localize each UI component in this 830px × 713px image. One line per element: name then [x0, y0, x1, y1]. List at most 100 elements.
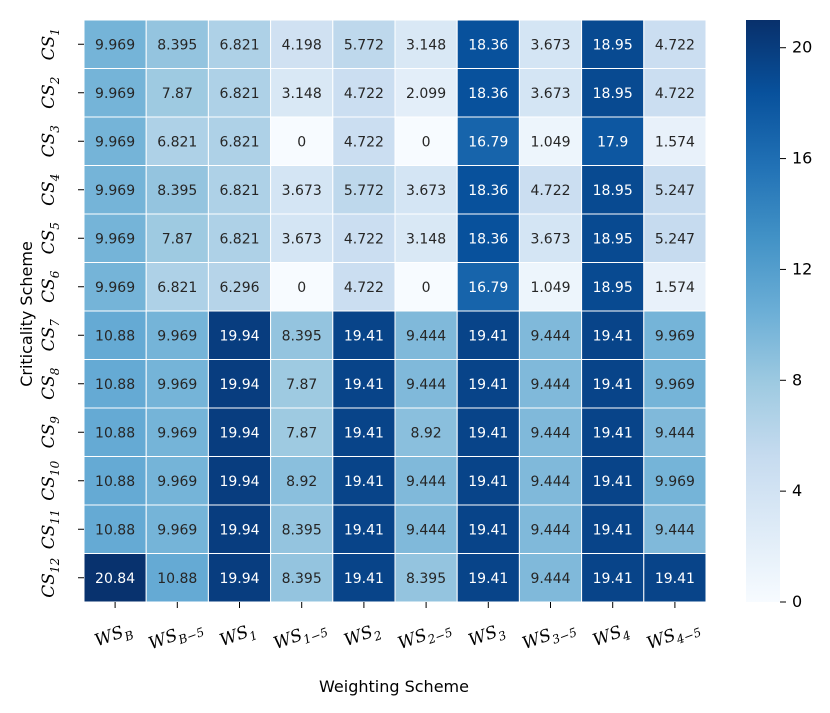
cell-value-label: 0 [297, 280, 306, 296]
heatmap-cell [581, 553, 645, 603]
cell-value-label: 9.444 [655, 425, 695, 441]
heatmap-cell [581, 165, 645, 215]
cell-value-label: 9.969 [95, 231, 135, 247]
colorbar [746, 20, 780, 602]
y-tick-label: CS7 [39, 319, 62, 352]
heatmap-cell [643, 213, 707, 263]
cell-value-label: 9.444 [406, 328, 446, 344]
cell-value-label: 3.673 [530, 231, 570, 247]
cell-value-label: 8.92 [411, 425, 442, 441]
cell-value-label: 6.821 [157, 134, 197, 150]
cell-value-label: 3.673 [282, 231, 322, 247]
heatmap-cell [643, 456, 707, 506]
cell-value-label: 9.444 [406, 377, 446, 393]
heatmap-cell [332, 407, 396, 457]
heatmap-cell [145, 553, 209, 603]
x-tick-label: WSB−5 [146, 616, 206, 657]
heatmap-cell [643, 359, 707, 409]
heatmap-cell [83, 19, 147, 69]
cell-value-label: 3.148 [282, 86, 322, 102]
cell-value-label: 5.247 [655, 231, 695, 247]
cell-value-label: 9.969 [157, 377, 197, 393]
heatmap-cell [643, 407, 707, 457]
cell-value-label: 4.722 [530, 183, 570, 199]
heatmap-cell [145, 504, 209, 554]
cell-value-label: 7.87 [286, 377, 317, 393]
y-tick-label: CS8 [39, 367, 62, 400]
cell-value-label: 10.88 [95, 328, 135, 344]
heatmap-cell [83, 165, 147, 215]
cell-value-label: 9.444 [530, 328, 570, 344]
cell-value-label: 19.41 [344, 377, 384, 393]
heatmap-cell [332, 553, 396, 603]
cell-value-label: 19.41 [593, 425, 633, 441]
cell-value-label: 8.395 [157, 37, 197, 53]
cell-value-label: 5.247 [655, 183, 695, 199]
heatmap-cell [394, 68, 458, 118]
cell-value-label: 4.722 [344, 86, 384, 102]
cell-value-label: 3.673 [406, 183, 446, 199]
cell-value-label: 4.722 [344, 280, 384, 296]
cell-value-label: 19.41 [593, 328, 633, 344]
y-tick-label: CS4 [39, 174, 62, 206]
cell-value-label: 3.673 [530, 37, 570, 53]
x-tick-label: WS3−5 [520, 617, 579, 657]
cell-value-label: 9.969 [95, 183, 135, 199]
heatmap-cell [83, 116, 147, 166]
cell-value-label: 10.88 [95, 425, 135, 441]
heatmap-cell [145, 213, 209, 263]
cell-value-label: 19.41 [344, 571, 384, 587]
heatmap-cell [518, 456, 583, 506]
heatmap-cell [270, 262, 334, 312]
cell-value-label: 9.969 [95, 280, 135, 296]
cell-value-label: 9.444 [530, 522, 570, 538]
cell-value-label: 7.87 [162, 231, 193, 247]
cell-value-label: 6.821 [219, 37, 259, 53]
cell-value-label: 5.772 [344, 183, 384, 199]
heatmap-cell [518, 359, 583, 409]
heatmap-cell [145, 359, 209, 409]
cell-value-label: 9.969 [157, 425, 197, 441]
cell-value-label: 3.673 [282, 183, 322, 199]
heatmap-cell [207, 407, 272, 457]
heatmap-cell [270, 359, 334, 409]
heatmap-cell [332, 456, 396, 506]
cell-value-label: 9.969 [95, 37, 135, 53]
cell-value-label: 4.722 [344, 231, 384, 247]
cell-value-label: 9.969 [157, 522, 197, 538]
heatmap-cell [332, 262, 396, 312]
heatmap-cell [394, 19, 458, 69]
cell-value-label: 19.41 [468, 328, 508, 344]
colorbar-tick-label: 16 [792, 149, 812, 168]
cell-value-label: 4.722 [655, 86, 695, 102]
heatmap-cell [518, 310, 583, 360]
cell-value-label: 19.41 [344, 474, 384, 490]
cell-value-label: 6.821 [219, 183, 259, 199]
y-tick-label: CS1 [39, 28, 62, 60]
heatmap-cell [643, 19, 707, 69]
y-tick-label: CS3 [39, 125, 62, 158]
cell-value-label: 9.969 [157, 328, 197, 344]
y-tick-label: CS2 [39, 77, 62, 109]
colorbar-tick-label: 20 [792, 38, 812, 57]
heatmap-cell [270, 504, 334, 554]
cell-value-label: 18.95 [593, 86, 633, 102]
heatmap-cell [394, 262, 458, 312]
heatmap-cell [394, 553, 458, 603]
heatmap-cell [270, 407, 334, 457]
cell-value-label: 19.41 [593, 571, 633, 587]
heatmap-cell [456, 456, 520, 506]
cell-value-label: 1.574 [655, 134, 695, 150]
x-axis-ticks: WSB WSB−5 WS1 WS1−5 WS2 WS2−5 WS3 WS3−5 WS4 WS4−5 [92, 602, 703, 657]
y-tick-label: CS11 [39, 509, 62, 549]
heatmap-cell [332, 116, 396, 166]
heatmap-cell [207, 359, 272, 409]
cell-value-label: 19.41 [468, 522, 508, 538]
cell-value-label: 19.94 [219, 522, 259, 538]
cell-value-label: 18.95 [593, 231, 633, 247]
cell-value-label: 19.94 [219, 474, 259, 490]
cell-value-label: 9.969 [655, 474, 695, 490]
x-axis-title: Weighting Scheme [319, 677, 469, 696]
y-tick-label: CS9 [39, 416, 62, 449]
heatmap-cell [83, 310, 147, 360]
